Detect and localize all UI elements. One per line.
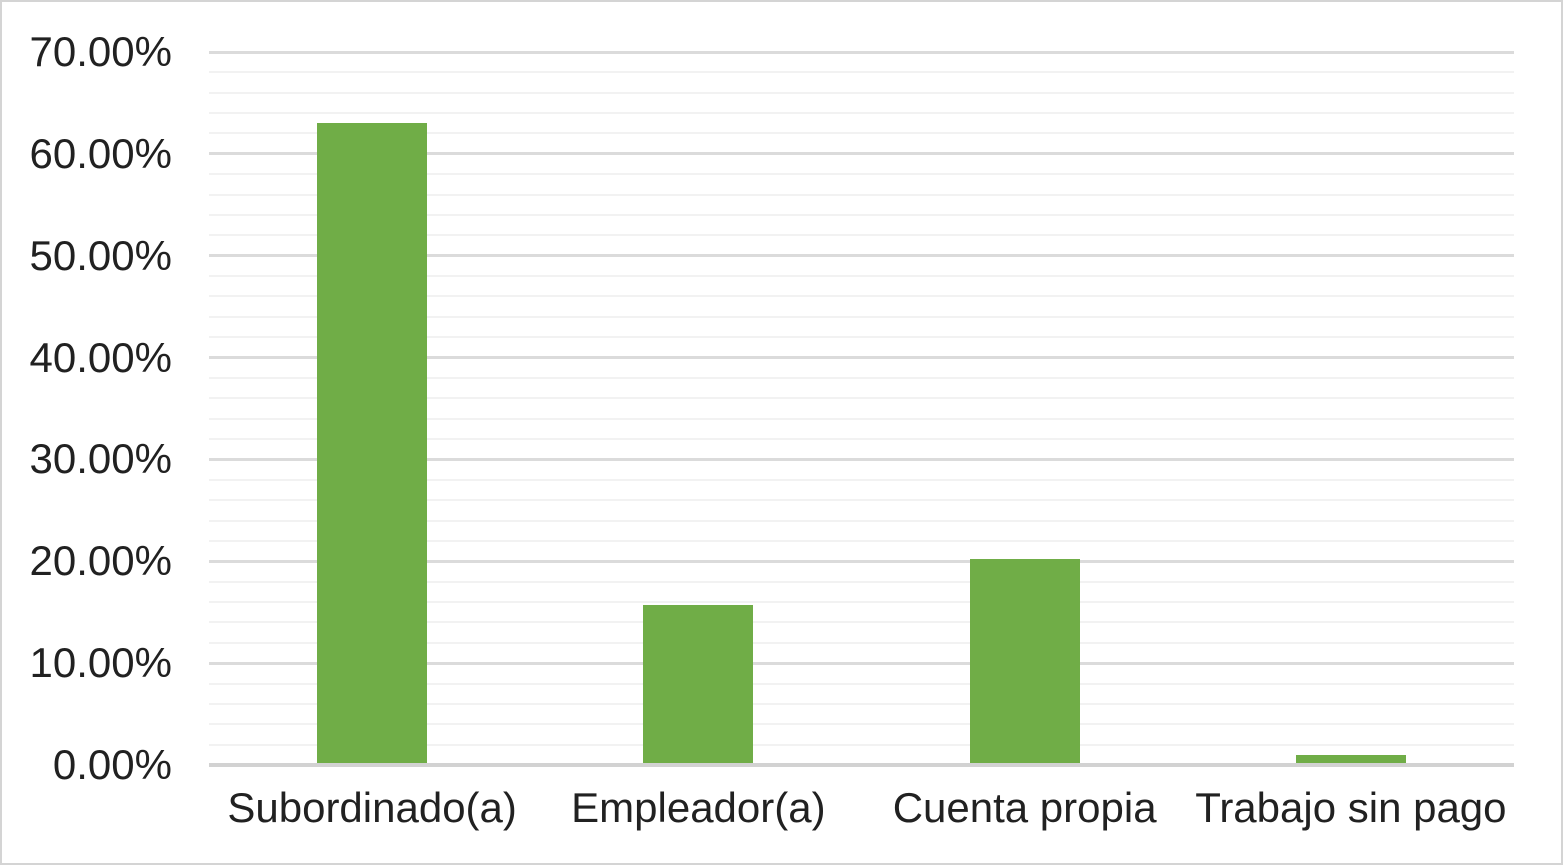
bar-empleador-a <box>643 605 754 763</box>
bar-trabajo-sin-pago <box>1295 754 1406 763</box>
minor-gridline <box>209 234 1514 237</box>
minor-gridline <box>209 682 1514 685</box>
major-gridline <box>209 152 1514 156</box>
bar-cuenta-propia <box>969 559 1080 763</box>
minor-gridline <box>209 315 1514 318</box>
minor-gridline <box>209 621 1514 624</box>
minor-gridline <box>209 539 1514 542</box>
minor-gridline <box>209 295 1514 298</box>
minor-gridline <box>209 417 1514 420</box>
minor-gridline <box>209 397 1514 400</box>
x-category-label: Cuenta propia <box>892 784 1157 831</box>
bar-subordinado-a <box>317 123 428 763</box>
y-tick-label: 0.00% <box>52 741 172 788</box>
x-category-label: Empleador(a) <box>571 784 826 831</box>
minor-gridline <box>209 641 1514 644</box>
minor-gridline <box>209 478 1514 481</box>
plot-area <box>209 50 1514 767</box>
minor-gridline <box>209 499 1514 502</box>
minor-gridline <box>209 601 1514 604</box>
minor-gridline <box>209 275 1514 278</box>
y-tick-label: 70.00% <box>29 28 172 75</box>
y-tick-label: 30.00% <box>29 435 172 483</box>
y-tick-label: 10.00% <box>29 639 172 687</box>
x-axis: Subordinado(a) Empleador(a) Cuenta propia T… <box>209 765 1514 845</box>
minor-gridline <box>209 173 1514 176</box>
minor-gridline <box>209 743 1514 746</box>
minor-gridline <box>209 91 1514 94</box>
y-tick-label: 60.00% <box>29 129 172 177</box>
major-gridline <box>209 559 1514 563</box>
minor-gridline <box>209 723 1514 726</box>
x-category-label: Trabajo sin pago <box>1195 784 1507 831</box>
minor-gridline <box>209 71 1514 74</box>
minor-gridline <box>209 702 1514 705</box>
major-gridline <box>209 254 1514 258</box>
minor-gridline <box>209 112 1514 115</box>
y-tick-label: 40.00% <box>29 333 172 381</box>
minor-gridline <box>209 519 1514 522</box>
minor-gridline <box>209 193 1514 196</box>
minor-gridline <box>209 376 1514 379</box>
x-axis-line <box>209 763 1514 767</box>
x-category-label: Subordinado(a) <box>227 784 517 831</box>
minor-gridline <box>209 336 1514 339</box>
minor-gridline <box>209 580 1514 583</box>
major-gridline <box>209 661 1514 665</box>
minor-gridline <box>209 132 1514 135</box>
y-tick-label: 50.00% <box>29 231 172 279</box>
y-tick-label: 20.00% <box>29 537 172 585</box>
y-axis: 0.00% 10.00% 20.00% 30.00% 40.00% 50.00% 60.00… <box>2 2 172 863</box>
minor-gridline <box>209 438 1514 441</box>
major-gridline <box>209 457 1514 461</box>
minor-gridline <box>209 213 1514 216</box>
major-gridline <box>209 356 1514 360</box>
major-gridline <box>209 50 1514 54</box>
